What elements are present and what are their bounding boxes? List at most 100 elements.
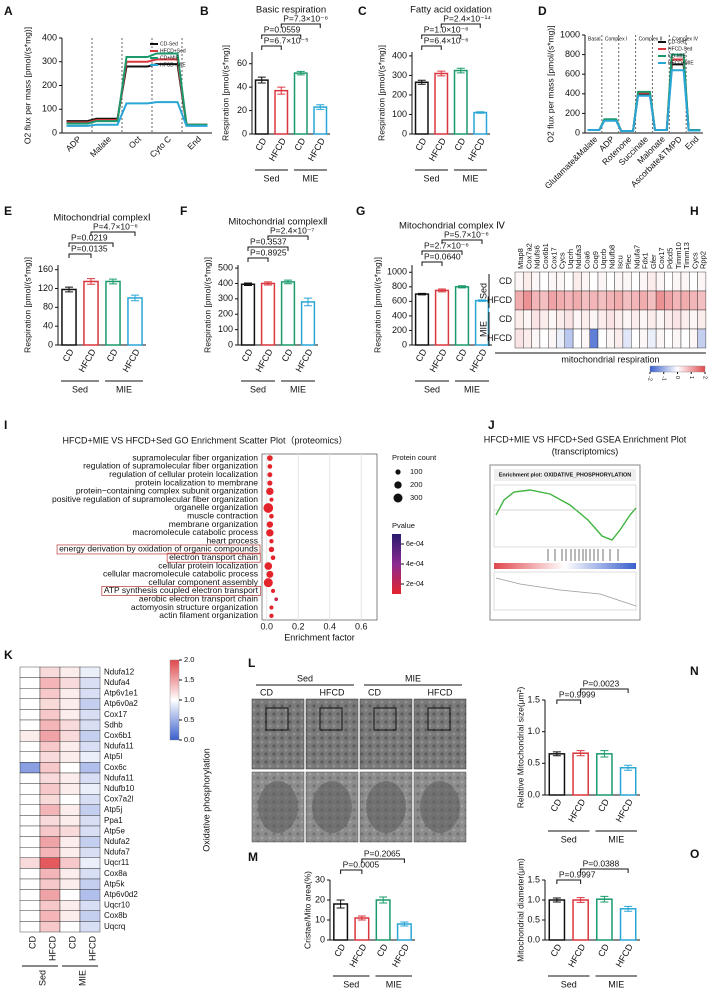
term-point <box>269 497 274 502</box>
heat-cell <box>59 878 81 890</box>
heat-cell <box>59 921 81 933</box>
term-point <box>267 480 273 486</box>
heat-cell <box>39 889 61 901</box>
y-tick-label: 1.0 <box>527 894 540 904</box>
heat-cell <box>664 309 673 330</box>
category-label: HFCD <box>254 347 275 374</box>
heat-cell <box>647 271 657 292</box>
heat-cell <box>79 762 101 774</box>
error-bar <box>624 764 633 771</box>
colorbar-tick-label: 1.0 <box>184 695 194 704</box>
term-point <box>264 562 273 570</box>
bar <box>313 106 328 135</box>
panel-letter: D <box>538 4 547 18</box>
comparison-bracket <box>421 261 443 266</box>
heat-cell <box>514 309 524 330</box>
p-value: P=2.4×10⁻⁷ <box>270 225 314 235</box>
bar <box>300 301 316 346</box>
term-point <box>263 578 273 588</box>
panel-letter: L <box>248 656 255 670</box>
panel-letter: B <box>200 4 209 18</box>
heat-cell <box>19 910 41 922</box>
heat-cell <box>689 328 698 349</box>
category-label: CD <box>253 136 268 153</box>
group-label: MIE <box>77 970 87 986</box>
colorbar-tick-label: 1.5 <box>184 675 194 684</box>
row-label: Cox7a2l <box>104 795 134 804</box>
term-point <box>269 613 274 619</box>
error-bar <box>417 79 426 85</box>
heat-cell <box>79 751 101 763</box>
zoom-box <box>265 707 289 731</box>
heat-cell <box>597 328 607 349</box>
category-label: HFCD <box>294 347 315 374</box>
y-axis-label: Mitochondrial diameter(μm) <box>515 858 525 962</box>
bar <box>596 898 613 941</box>
p-value: P=0.0640 <box>424 251 461 261</box>
y-tick-label: 20 <box>237 105 247 115</box>
heat-cell <box>39 719 61 731</box>
heat-cell <box>680 309 690 330</box>
y-tick-label: 0 <box>320 934 325 944</box>
colorbar-tick-label: -1 <box>660 376 666 381</box>
heat-cell <box>614 290 624 311</box>
heat-cell <box>631 290 640 311</box>
y-tick-label: 600 <box>565 69 580 79</box>
heat-cell <box>514 271 524 292</box>
group-label: Sed <box>250 384 266 394</box>
heat-cell <box>19 730 41 742</box>
y-tick-label: 400 <box>218 278 233 288</box>
size-legend-label: 200 <box>410 480 423 489</box>
term-point <box>269 513 274 519</box>
bar <box>434 289 450 346</box>
colorbar-tick-label: 2 <box>702 376 708 379</box>
heat-cell <box>39 815 61 827</box>
mitochondrion <box>312 781 352 833</box>
heat-cell <box>680 328 690 349</box>
column-label: Ndufs6 <box>533 245 542 269</box>
heat-cell <box>19 666 41 678</box>
heat-cell <box>59 857 81 869</box>
heat-cell <box>59 677 81 689</box>
series-line <box>66 58 208 126</box>
heat-cell <box>622 309 632 330</box>
term-label: muscle contraction <box>187 511 258 521</box>
heat-cell <box>39 910 61 922</box>
row-label: Ndufb10 <box>104 784 135 793</box>
term-highlight <box>166 552 261 563</box>
heat-cell <box>622 290 632 311</box>
column-label: Mtap8 <box>516 248 525 269</box>
category-label: HFCD <box>267 136 288 163</box>
side-label: Oxidative phosphorylation <box>201 748 211 852</box>
gsea-image <box>489 464 641 621</box>
error-bar <box>552 751 561 757</box>
category-label: HFCD <box>427 136 448 163</box>
row-label: Cox8b <box>104 911 128 920</box>
row-label: Ndufa4 <box>104 678 130 687</box>
y-tick-label: 20 <box>315 894 325 904</box>
category-label: CD <box>280 347 295 364</box>
heat-cell <box>680 290 690 311</box>
heat-cell <box>572 309 582 330</box>
error-bar <box>478 299 486 302</box>
heat-cell <box>79 825 101 837</box>
y-tick-label: 0.5 <box>527 914 540 924</box>
y-tick-label: 1.5 <box>527 874 540 884</box>
x-axis-label: Enrichment factor <box>284 632 355 642</box>
heat-cell <box>672 271 682 292</box>
group-label: MIE <box>608 834 624 844</box>
y-tick-label: 1.5 <box>527 694 540 704</box>
legend-label: CD-Sed <box>160 41 178 47</box>
heat-cell <box>59 847 81 859</box>
category-label: HFCD <box>348 942 369 969</box>
term-point <box>270 555 276 561</box>
term-label: protein−containing complex subunit organ… <box>76 486 258 496</box>
p-value: P=1.0×10⁻⁶ <box>424 24 469 34</box>
heat-cell <box>19 878 41 890</box>
heat-cell <box>556 328 566 349</box>
y-tick-label: 30 <box>315 874 325 884</box>
heat-cell <box>664 290 673 311</box>
heat-cell <box>39 847 61 859</box>
legend-label: HFCD-Sed <box>668 46 693 52</box>
